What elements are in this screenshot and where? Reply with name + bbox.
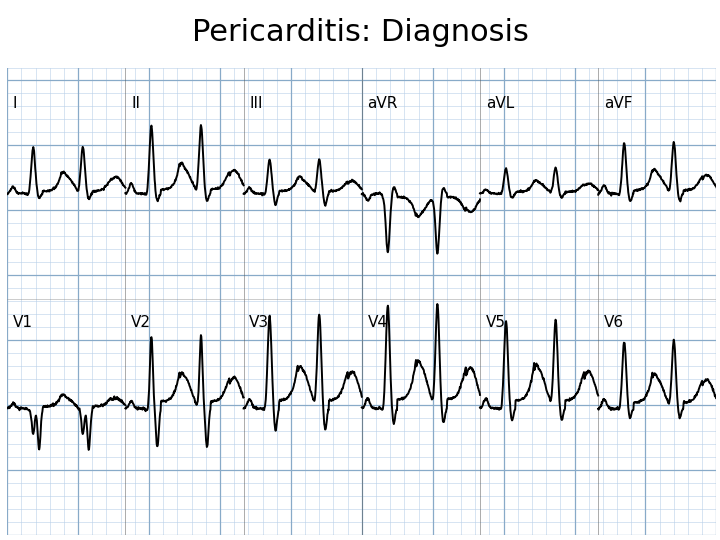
- Text: Pericarditis: Diagnosis: Pericarditis: Diagnosis: [192, 18, 528, 47]
- Text: II: II: [131, 96, 140, 111]
- Text: aVF: aVF: [604, 96, 632, 111]
- Text: V4: V4: [367, 315, 387, 330]
- Text: V2: V2: [131, 315, 151, 330]
- Text: V6: V6: [604, 315, 624, 330]
- Text: V3: V3: [249, 315, 269, 330]
- Text: V5: V5: [486, 315, 505, 330]
- Text: III: III: [249, 96, 263, 111]
- Text: I: I: [13, 96, 17, 111]
- Text: aVR: aVR: [367, 96, 398, 111]
- Text: V1: V1: [13, 315, 33, 330]
- Text: aVL: aVL: [486, 96, 514, 111]
